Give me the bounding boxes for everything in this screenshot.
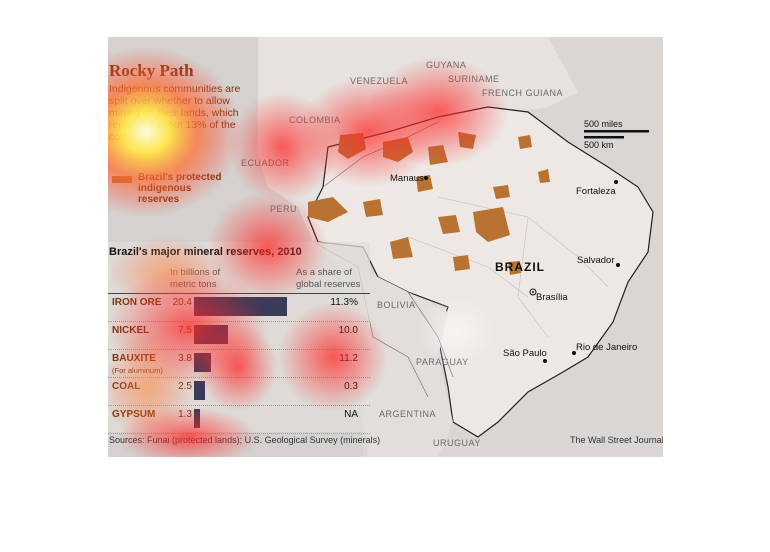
mineral-name: COAL <box>112 381 141 392</box>
mineral-bar <box>194 409 200 428</box>
map-title: Rocky Path <box>109 61 194 80</box>
mineral-bar <box>194 381 206 400</box>
mineral-bar <box>194 353 212 372</box>
label-french-guiana: FRENCH GUIANA <box>482 88 564 98</box>
mineral-row: NICKEL 7.5 10.0 <box>108 322 370 350</box>
map-subtitle: Indigenous communities are split over wh… <box>109 83 241 143</box>
label-ecuador: ECUADOR <box>241 158 290 168</box>
reserve-legend-label: Brazil's protected indigenous reserves <box>138 172 222 205</box>
mineral-share: 0.3 <box>344 381 358 392</box>
mineral-share: NA <box>344 409 358 420</box>
mineral-name: NICKEL <box>112 325 150 336</box>
scale-miles-label: 500 miles <box>584 119 623 129</box>
mineral-share: 10.0 <box>338 325 358 336</box>
mineral-amount: 3.8 <box>178 353 192 364</box>
mineral-table: IRON ORE 20.4 11.3% NICKEL 7.5 10.0 BAUXITE (Fo… <box>108 293 370 434</box>
scale-bar-km <box>584 136 624 139</box>
reserve-legend-swatch <box>112 176 132 183</box>
mineral-amount: 20.4 <box>172 297 192 308</box>
mineral-name: IRON ORE <box>112 297 162 308</box>
city-dot-brasilia-center <box>532 291 534 293</box>
label-venezuela: VENEZUELA <box>350 76 409 86</box>
mineral-bar <box>194 297 287 316</box>
mineral-row: BAUXITE (For aluminum) 3.8 11.2 <box>108 350 370 378</box>
mineral-bar <box>194 325 229 344</box>
label-brazil: BRAZIL <box>495 260 545 274</box>
label-bolivia: BOLIVIA <box>377 300 416 310</box>
mineral-name: BAUXITE <box>112 353 156 364</box>
city-dot-fortaleza <box>614 180 618 184</box>
city-dot-sao-paulo <box>543 359 547 363</box>
city-dot-rio <box>572 351 576 355</box>
label-fortaleza: Fortaleza <box>576 186 616 197</box>
city-dot-manaus <box>424 176 428 180</box>
label-guyana: GUYANA <box>426 60 467 70</box>
city-dot-salvador <box>616 263 620 267</box>
scale-km-label: 500 km <box>584 140 614 150</box>
mineral-amount: 7.5 <box>178 325 192 336</box>
sources-note: Sources: Funai (protected lands); U.S. G… <box>109 435 381 445</box>
chart-title: Brazil's major mineral reserves, 2010 <box>109 246 302 258</box>
label-peru: PERU <box>270 204 298 214</box>
label-manaus: Manaus <box>390 173 424 184</box>
label-salvador: Salvador <box>577 255 615 266</box>
mineral-share: 11.3% <box>330 297 358 308</box>
mineral-share: 11.2 <box>339 353 358 364</box>
label-rio-de-janeiro: Rio de Janeiro <box>576 342 638 353</box>
mineral-row: IRON ORE 20.4 11.3% <box>108 293 370 322</box>
city-dot-brasilia <box>529 288 537 296</box>
scale-bar-miles <box>584 130 649 133</box>
mineral-row: COAL 2.5 0.3 <box>108 378 370 406</box>
label-sao-paulo: São Paulo <box>503 348 547 359</box>
brazil-land <box>307 106 654 438</box>
map-figure: Rocky Path Indigenous communities are sp… <box>108 37 663 457</box>
label-suriname: SURINAME <box>448 74 500 84</box>
share-column-header: As a share of global reserves <box>296 267 361 290</box>
mineral-name: GYPSUM <box>112 409 156 420</box>
mineral-note: (For aluminum) <box>112 366 163 375</box>
mineral-row: GYPSUM 1.3 NA <box>108 406 370 434</box>
mineral-amount: 2.5 <box>178 381 192 392</box>
label-colombia: COLOMBIA <box>289 115 341 125</box>
credit-line: The Wall Street Journal <box>570 435 663 445</box>
label-argentina: ARGENTINA <box>379 409 437 419</box>
label-uruguay: URUGUAY <box>433 438 481 448</box>
value-column-header: In billions of metric tons <box>170 267 221 290</box>
label-brasilia: Brasília <box>536 292 568 303</box>
mineral-amount: 1.3 <box>178 409 192 420</box>
label-paraguay: PARAGUAY <box>416 357 469 367</box>
